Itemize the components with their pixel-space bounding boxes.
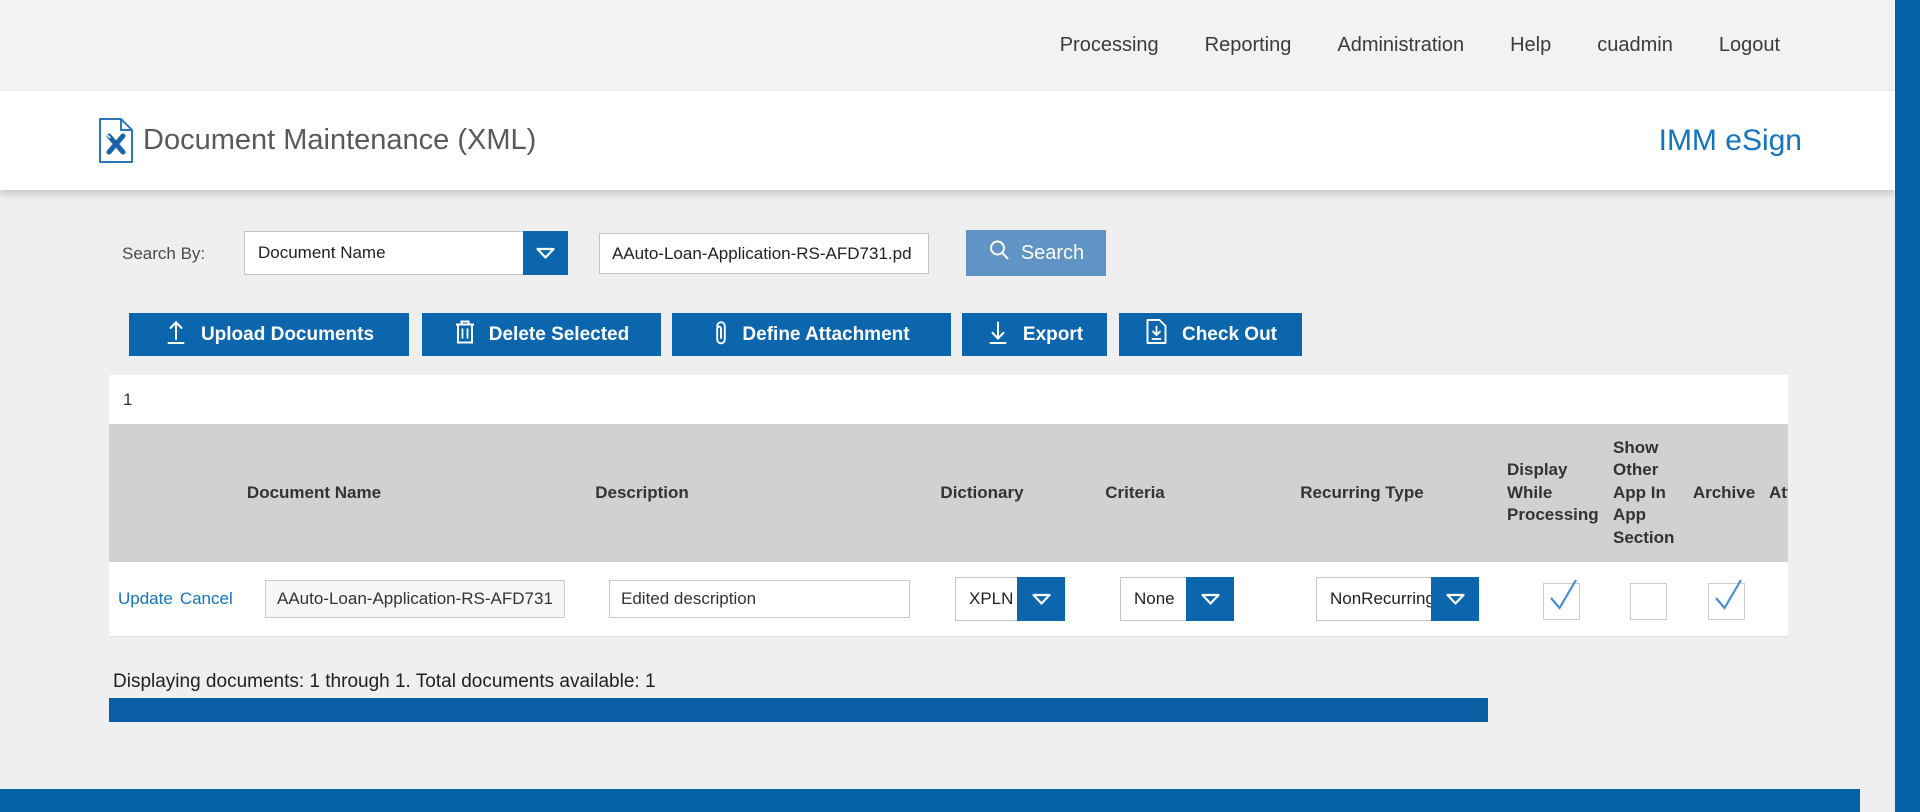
right-edge-accent-bar <box>1895 0 1920 812</box>
nav-item-reporting[interactable]: Reporting <box>1204 34 1292 56</box>
pagination-row: 1 <box>109 375 1788 424</box>
column-header-show-other-app: Show Other App In App Section <box>1613 437 1675 547</box>
search-button[interactable]: Search <box>966 230 1106 276</box>
define-attachment-button[interactable]: Define Attachment <box>672 313 951 356</box>
check-icon <box>1715 579 1742 610</box>
column-header-display-while-processing: Display While Processing <box>1507 460 1599 525</box>
check-out-button[interactable]: Check Out <box>1119 313 1302 356</box>
export-label: Export <box>1022 323 1084 345</box>
column-header-criteria: Criteria <box>1105 482 1165 502</box>
paperclip-icon <box>713 318 729 352</box>
document-table: 1 Document Name Description Dictionary C… <box>109 375 1788 637</box>
update-link[interactable]: Update <box>118 589 173 608</box>
nav-item-logout[interactable]: Logout <box>1718 34 1780 56</box>
nav-item-processing[interactable]: Processing <box>1059 34 1159 56</box>
column-header-recurring-type: Recurring Type <box>1300 482 1424 502</box>
search-field-selected-value: Document Name <box>258 243 386 262</box>
page-title: Document Maintenance (XML) <box>143 124 537 156</box>
dictionary-select[interactable]: XPLN <box>955 577 1065 621</box>
nav-item-administration[interactable]: Administration <box>1337 34 1465 56</box>
archive-checkbox[interactable] <box>1708 579 1745 620</box>
document-download-icon <box>1144 318 1169 351</box>
top-navigation: Processing Reporting Administration Help… <box>0 0 1895 91</box>
nav-item-help[interactable]: Help <box>1510 34 1552 56</box>
search-button-label: Search <box>1020 241 1085 264</box>
recurring-type-select[interactable]: NonRecurring <box>1316 577 1479 621</box>
upload-documents-label: Upload Documents <box>200 323 375 345</box>
chevron-down-icon <box>1431 577 1479 621</box>
description-field[interactable] <box>609 580 910 618</box>
search-by-label: Search By: <box>122 244 206 263</box>
search-field-select[interactable]: Document Name <box>244 231 568 275</box>
criteria-selected-value: None <box>1134 589 1175 608</box>
table-row: Update Cancel XPLN None <box>109 562 1788 637</box>
check-icon <box>1550 579 1577 610</box>
upload-arrow-icon <box>164 319 188 351</box>
table-header-row: Document Name Description Dictionary Cri… <box>109 424 1788 562</box>
recurring-type-selected-value: NonRecurring <box>1330 589 1432 608</box>
upload-documents-button[interactable]: Upload Documents <box>129 313 409 356</box>
column-header-attachment-clipped: Att <box>1769 482 1788 502</box>
nav-item-cuadmin[interactable]: cuadmin <box>1597 34 1673 56</box>
search-input[interactable] <box>599 233 929 274</box>
display-while-processing-checkbox[interactable] <box>1543 579 1580 620</box>
trash-icon <box>454 319 476 351</box>
delete-selected-label: Delete Selected <box>488 323 630 345</box>
column-header-archive: Archive <box>1692 482 1756 502</box>
page-header: Document Maintenance (XML) IMM eSign <box>0 91 1895 190</box>
magnifier-icon <box>988 239 1011 268</box>
chevron-down-icon <box>1017 577 1065 621</box>
show-other-app-checkbox[interactable] <box>1630 583 1667 620</box>
criteria-select[interactable]: None <box>1120 577 1234 621</box>
define-attachment-label: Define Attachment <box>742 323 910 345</box>
document-tools-icon <box>98 117 134 164</box>
progress-bar <box>109 698 1488 722</box>
cancel-link[interactable]: Cancel <box>179 589 233 608</box>
column-header-description: Description <box>595 482 689 502</box>
column-header-document-name: Document Name <box>246 482 382 502</box>
documents-summary-text: Displaying documents: 1 through 1. Total… <box>113 671 656 692</box>
document-name-field[interactable] <box>265 580 565 618</box>
bottom-accent-bar <box>0 789 1860 812</box>
check-out-label: Check Out <box>1181 323 1278 345</box>
page-number[interactable]: 1 <box>123 389 133 409</box>
chevron-down-icon <box>523 231 568 275</box>
chevron-down-icon <box>1186 577 1234 621</box>
dictionary-selected-value: XPLN <box>969 589 1014 608</box>
delete-selected-button[interactable]: Delete Selected <box>422 313 661 356</box>
download-arrow-icon <box>986 319 1010 351</box>
column-header-dictionary: Dictionary <box>940 482 1024 502</box>
export-button[interactable]: Export <box>962 313 1107 356</box>
brand-logo: IMM eSign <box>1658 123 1802 157</box>
row-action-links: Update Cancel <box>118 562 233 636</box>
